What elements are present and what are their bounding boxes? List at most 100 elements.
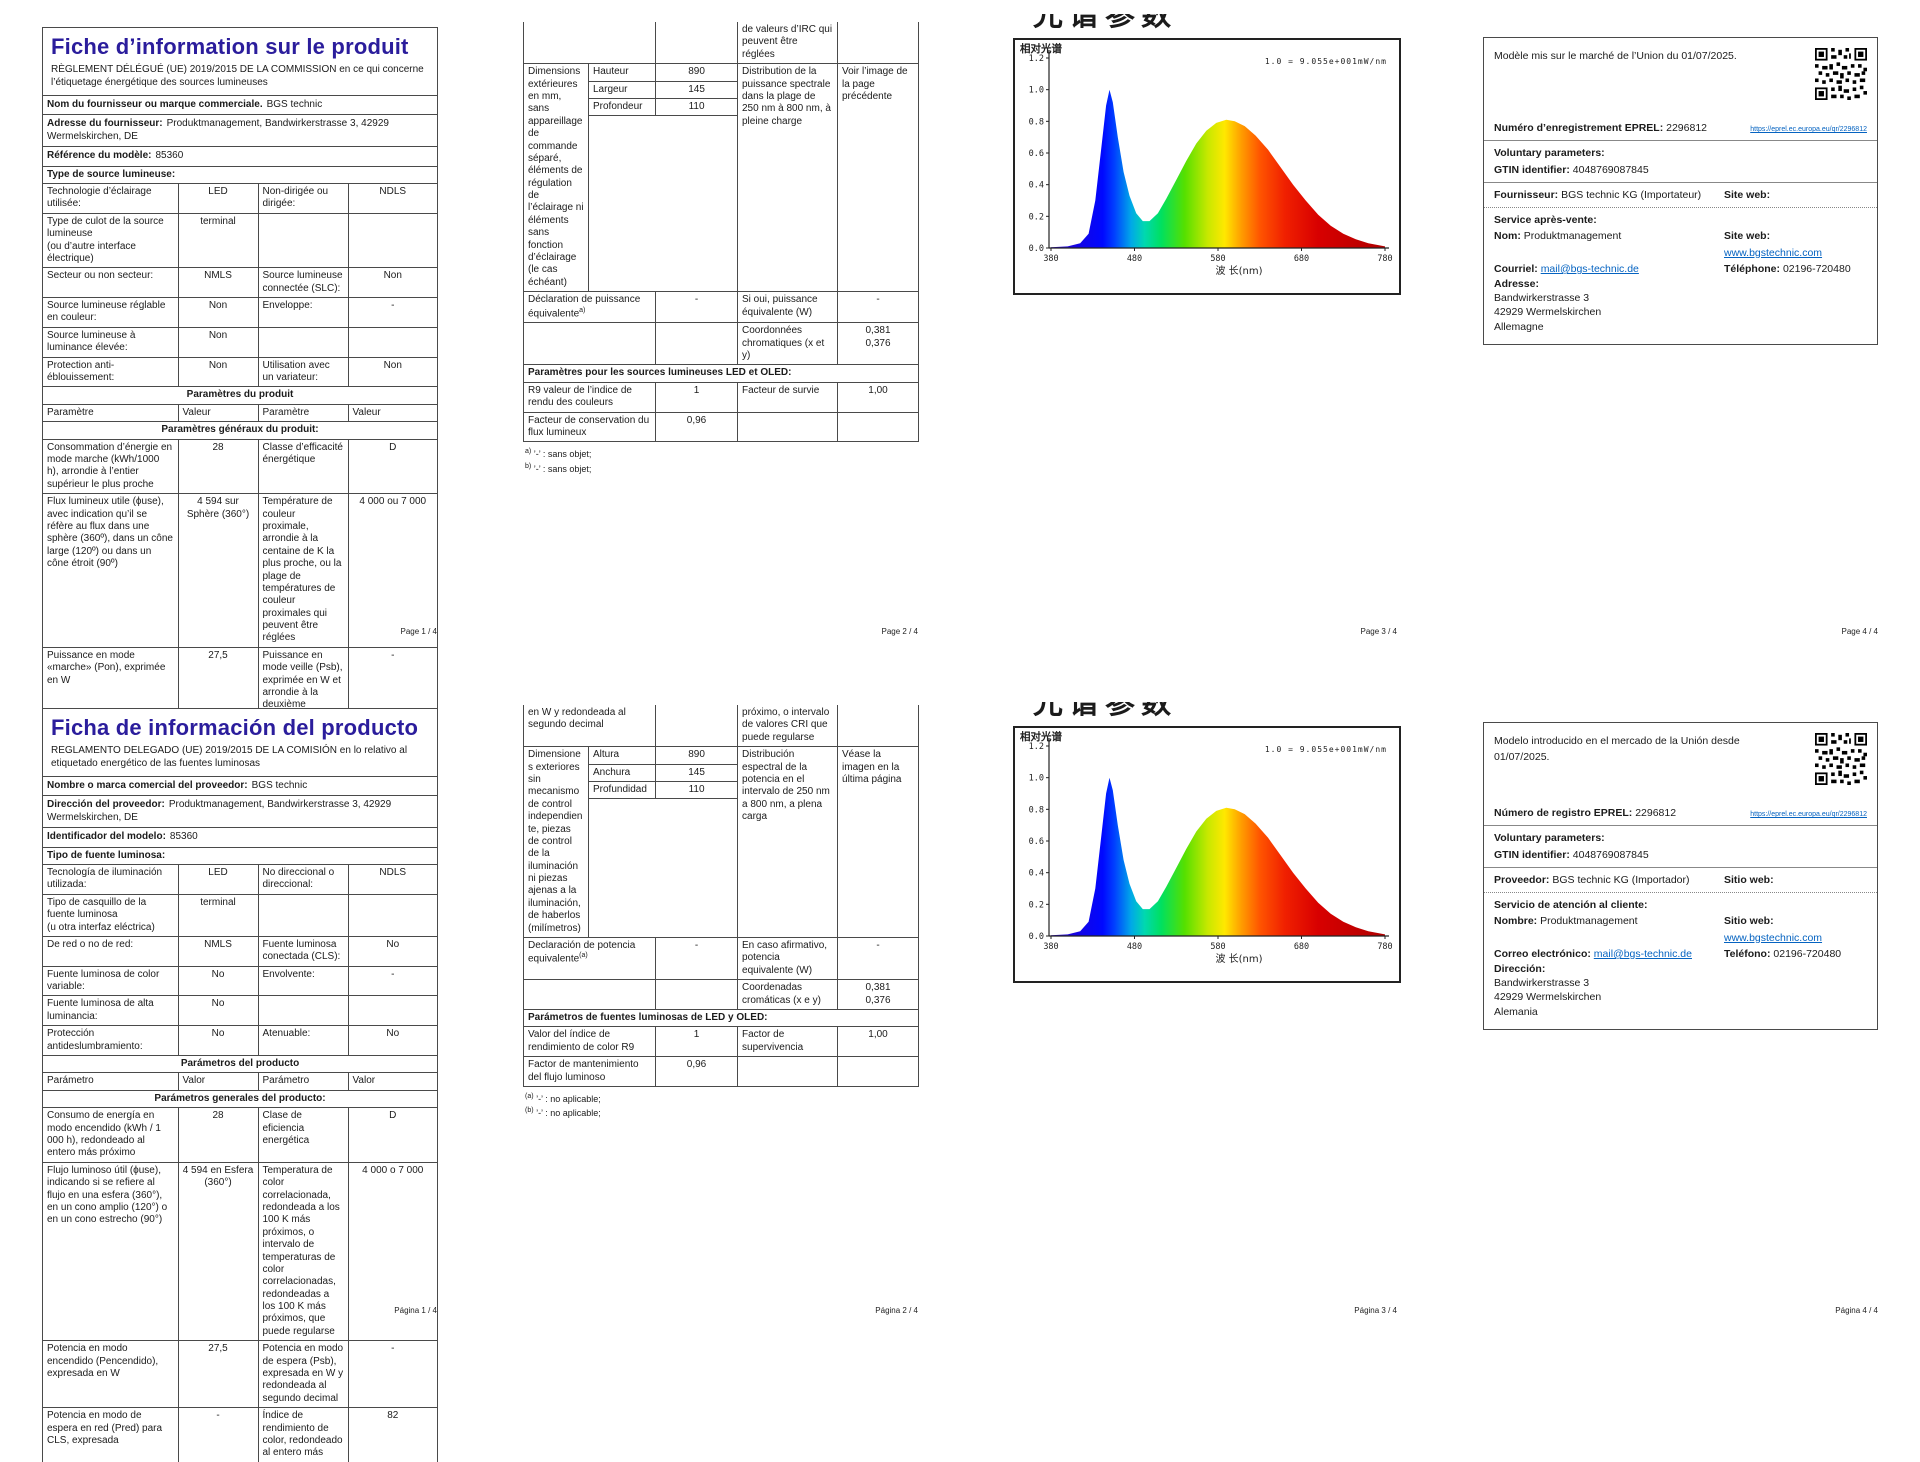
table-cell: Flux lumineux utile (ϕuse), avec indicat… — [43, 493, 179, 648]
table-cell: Enveloppe: — [257, 297, 349, 328]
section-row: Paramètres du produit — [43, 386, 438, 405]
dimension-row: Largeur 145 — [589, 81, 737, 99]
table-cell: Non — [177, 297, 259, 328]
table-cell: 4 000 ou 7 000 — [347, 493, 438, 648]
table-cell: Fuente luminosa de color variable: — [43, 965, 179, 997]
table-cell: Température de couleur proximale, arrond… — [257, 493, 349, 648]
section-row: Parámetros generales del producto: — [43, 1089, 438, 1109]
table-cell: terminal — [177, 212, 259, 269]
website-row: Site web: www.bgstechnic.com — [1724, 230, 1823, 259]
table-row: Factor de mantenimiento del flujo lumino… — [522, 1056, 920, 1087]
section-row: Parámetros del producto — [43, 1055, 438, 1074]
gtin-row: GTIN identifier: 4048769087845 — [1494, 163, 1649, 176]
table-cell: Protection anti-éblouissement: — [43, 356, 179, 388]
table-cell: 82 — [347, 1407, 438, 1462]
eprel-link[interactable]: https://eprel.ec.europa.eu/qr/2296812 — [1750, 126, 1867, 133]
table-cell: Factor de mantenimiento del flujo lumino… — [522, 1056, 657, 1087]
table-cell: Non — [347, 267, 438, 299]
table-cell: Dimensions extérieures en mm, sans appar… — [523, 63, 589, 293]
table-cell: NDLS — [347, 863, 438, 895]
supplier-row: Fournisseur: BGS technic KG (Importateur… — [1494, 188, 1702, 201]
table-row: Type de culot de la source lumineuse (ou … — [43, 212, 438, 269]
table-cell: - — [837, 937, 920, 981]
phone-row: Teléfono: 02196-720480 — [1724, 947, 1842, 960]
product-sheet-fr: Fiche d’information sur le produit RÈGLE… — [42, 27, 438, 794]
table-cell: Parámetro — [43, 1072, 179, 1091]
table-row: Potencia en modo de espera en red (Pred)… — [43, 1407, 438, 1462]
table-cell: 110 — [655, 98, 737, 117]
table-cell: Fuente luminosa conectada (CLS): — [257, 935, 349, 967]
x-tick-label: 380 — [1043, 254, 1058, 264]
email-row: Correo electrónico: mail@bgs-technic.de — [1494, 947, 1692, 960]
website-link[interactable]: www.bgstechnic.com — [1724, 931, 1823, 944]
table-row: Dimensions extérieures en mm, sans appar… — [523, 63, 919, 293]
eprel-link[interactable]: https://eprel.ec.europa.eu/qr/2296812 — [1750, 811, 1867, 818]
table-cell: Valor del índice de rendimiento de color… — [522, 1026, 657, 1058]
table-cell: 890 — [655, 747, 738, 765]
scale-annotation: 1.0 = 9.055e+001mW/nm — [1265, 745, 1387, 754]
table-cell: Profundidad — [589, 781, 657, 800]
table-cell: Valor — [347, 1072, 438, 1091]
table-row: Protección antideslumbramiento: No Atenuab… — [43, 1025, 438, 1057]
table-cell: Voir l’image de la page précédente — [837, 63, 919, 293]
website-label-row: Sitio web: — [1724, 873, 1774, 886]
table-cell: Source lumineuse connectée (SLC): — [257, 267, 349, 299]
y-tick-label: 0.4 — [1029, 181, 1044, 191]
table-cell — [257, 212, 349, 269]
table-cell — [257, 893, 349, 937]
table-cell: Factor de supervivencia — [737, 1026, 839, 1058]
table-cell: 110 — [655, 781, 738, 800]
table-cell: 4 594 sur Sphère (360°) — [177, 493, 259, 648]
table-cell: 0,96 — [655, 1056, 739, 1087]
table-cell: Valor — [177, 1072, 259, 1091]
table-cell — [837, 705, 920, 748]
table-cell — [655, 979, 739, 1010]
y-tick-label: 0.6 — [1029, 837, 1044, 847]
y-axis-title: 相对光谱 — [1020, 730, 1062, 743]
table-cell: 0,96 — [655, 411, 738, 443]
table-cell: Declaración de potencia equivalente(a) — [522, 937, 657, 981]
table-cell: Protección antideslumbramiento: — [43, 1025, 179, 1057]
gtin-row: GTIN identifier: 4048769087845 — [1494, 848, 1649, 861]
contact-sheet: Modelo introducido en el mercado de la U… — [1483, 722, 1878, 1030]
page-number: Página 3 / 4 — [1354, 1306, 1397, 1315]
table-cell: Largeur — [589, 81, 657, 99]
x-tick-label: 780 — [1377, 254, 1392, 264]
table-row: Potencia en modo encendido (Pencendido),… — [43, 1340, 438, 1409]
spectrum-chart-frame: 0.0 0.2 0.4 0.6 0.8 1.0 1.2 380 480 580 680 780 相对光谱… — [1013, 38, 1401, 295]
table-cell: Tecnología de iluminación utilizada: — [43, 863, 179, 895]
table-cell: Potencia en modo de espera en red (Pred)… — [43, 1407, 179, 1462]
address-block: Dirección: Bandwirkerstrasse 3 42929 Wer… — [1494, 963, 1602, 1018]
table-row: Source lumineuse à luminance élevée: Non — [43, 326, 438, 358]
y-tick-label: 0.6 — [1029, 149, 1044, 159]
table-row: De red o no de red: NMLS Fuente luminosa c… — [43, 935, 438, 967]
website-row: Sitio web: www.bgstechnic.com — [1724, 915, 1823, 944]
table-cell: Parámetro — [257, 1072, 349, 1091]
section-row: Paramètres pour les sources lumineuses L… — [523, 364, 919, 383]
email-link[interactable]: mail@bgs-technic.de — [1540, 262, 1639, 275]
spectrum-plot: 0.0 0.2 0.4 0.6 0.8 1.0 1.2 380 480 580 680 780 相对光谱… — [1020, 730, 1393, 965]
continuation-table: en W y redondeada al segundo decimal próx… — [522, 705, 920, 1087]
email-link[interactable]: mail@bgs-technic.de — [1593, 947, 1692, 960]
dimensions-subtable: Hauteur 890 Largeur 145 Profondeur 110 — [589, 64, 737, 117]
x-tick-label: 480 — [1127, 942, 1142, 952]
dimension-row: Profundidad 110 — [589, 781, 738, 800]
website-link[interactable]: www.bgstechnic.com — [1724, 246, 1823, 259]
table-cell: Technologie d’éclairage utilisée: — [43, 182, 179, 214]
table-cell: Potencia en modo de espera (Psb), expres… — [257, 1340, 349, 1409]
page-number: Page 4 / 4 — [1841, 627, 1878, 636]
table-cell: Paramètres du produit — [43, 386, 438, 405]
table-cell: De red o no de red: — [43, 935, 179, 967]
table-cell: Distribución espectral de la potencia en… — [737, 746, 839, 939]
table-cell: 28 — [177, 1107, 259, 1163]
table-cell: Coordonnées chromatiques (x et y) — [737, 322, 838, 366]
table-cell: No — [347, 935, 438, 967]
table-cell: Déclaration de puissance équivalentea) — [523, 291, 656, 324]
table-cell — [737, 411, 838, 443]
table-cell: No — [347, 1025, 438, 1057]
table-row: Technologie d’éclairage utilisée: LED Non-… — [43, 182, 438, 214]
page-number: Página 1 / 4 — [394, 1306, 437, 1315]
table-cell: Facteur de survie — [737, 381, 838, 413]
es-page-4: Modelo introducido en el mercado de la U… — [1483, 722, 1878, 1030]
table-row: Consumo de energía en modo encendido (kW… — [43, 1107, 438, 1163]
